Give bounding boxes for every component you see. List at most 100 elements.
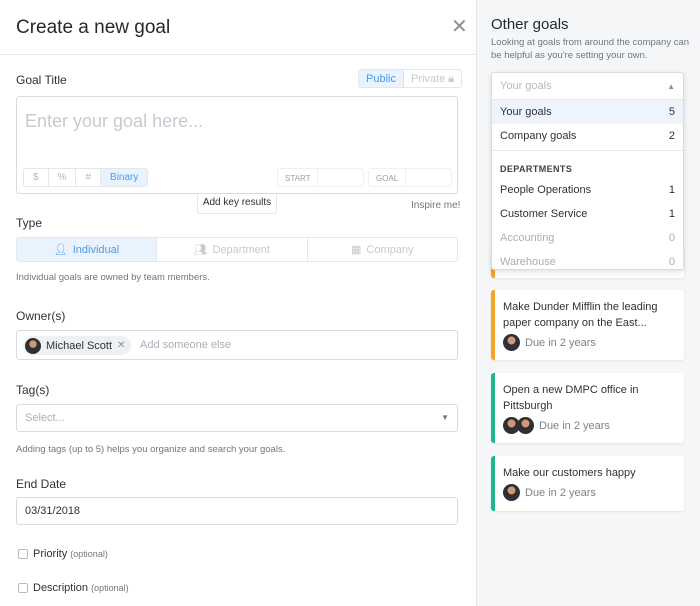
people-icon: 👥︎ [193,244,208,256]
building-icon: ▦ [351,244,362,256]
other-goals-subtitle: Looking at goals from around the company… [491,37,690,61]
option-count: 0 [668,256,675,268]
goal-label: GOAL [369,169,407,186]
add-key-results-button[interactable]: Add key results [197,194,277,214]
goal-due: Due in 2 years [525,336,596,349]
type-company-label: Company [366,243,414,256]
metric-number[interactable]: # [76,169,102,186]
status-bar [491,290,495,360]
goal-title: Make our customers happy [503,467,636,479]
end-date-value: 03/31/2018 [25,505,81,517]
option-accounting[interactable]: Accounting 0 [492,226,683,250]
option-count: 5 [668,106,675,118]
visibility-toggle: Public Private 🔒︎ [358,69,463,88]
description-label: Description (optional) [33,582,129,594]
lock-icon: 🔒︎ [448,73,455,85]
tags-label: Tag(s) [16,383,50,397]
type-department[interactable]: 👥︎ Department [157,238,308,261]
avatar [503,334,520,351]
start-label: START [278,169,319,186]
goal-due: Due in 2 years [525,486,596,499]
option-label: Accounting [500,232,555,244]
tags-help: Adding tags (up to 5) helps you organize… [16,444,286,455]
option-people-operations[interactable]: People Operations 1 [492,178,683,202]
option-label: Customer Service [500,208,588,220]
metric-type-selector: $ % # Binary [23,168,149,187]
type-company[interactable]: ▦ Company [308,238,458,261]
optional-note: (optional) [91,583,129,593]
departments-header: DEPARTMENTS [492,150,683,178]
option-customer-service[interactable]: Customer Service 1 [492,202,683,226]
type-individual-label: Individual [72,243,120,256]
option-label: Company goals [500,130,577,142]
goal-card[interactable]: Open a new DMPC office in Pittsburgh Due… [491,373,684,443]
type-help: Individual goals are owned by team membe… [16,272,210,283]
owners-label: Owner(s) [16,309,66,323]
priority-label: Priority (optional) [33,548,108,560]
option-count: 1 [668,184,675,196]
metric-dollar[interactable]: $ [24,169,49,186]
goal-card[interactable]: Make our customers happy Due in 2 years [491,456,684,511]
option-label: People Operations [500,184,592,196]
goal-placeholder: Enter your goal here... [25,111,204,131]
goals-filter-dropdown: Your goals ▲ Your goals 5 Company goals 2 D… [491,72,684,270]
metric-percent[interactable]: % [49,169,77,186]
owner-name: Michael Scott [46,339,113,352]
end-date-input[interactable]: 03/31/2018 [16,497,458,525]
goals-filter-input[interactable]: Your goals ▲ [492,73,683,100]
end-date-label: End Date [16,477,67,491]
type-department-label: Department [212,243,270,256]
other-goals-title: Other goals [491,16,569,33]
start-input[interactable] [318,169,363,186]
goal-title: Open a new DMPC office in Pittsburgh [503,384,639,412]
create-goal-modal: Create a new goal ✕ Goal Title Public Pr… [0,16,476,594]
option-count: 0 [668,232,675,244]
goal-title-input[interactable]: Enter your goal here... $ % # Binary STA… [16,96,458,194]
avatar [25,337,41,354]
option-count: 1 [668,208,675,220]
inspire-me-link[interactable]: Inspire me! [411,200,461,211]
description-checkbox[interactable] [18,583,28,593]
private-option[interactable]: Private 🔒︎ [404,70,461,87]
owner-chip: Michael Scott ✕ [23,336,132,355]
priority-checkbox[interactable] [18,549,28,559]
goal-input[interactable] [406,169,451,186]
avatar [503,417,520,434]
status-bar [491,456,495,511]
owner-placeholder: Add someone else [140,339,232,351]
priority-text: Priority [33,548,68,560]
start-field[interactable]: START [277,168,365,187]
type-selector: 👤︎ Individual 👥︎ Department ▦ Company [16,237,458,262]
type-label: Type [16,216,43,230]
option-count: 2 [668,130,675,142]
type-individual[interactable]: 👤︎ Individual [17,238,157,261]
person-icon: 👤︎ [53,244,68,256]
goal-title-label: Goal Title [16,73,67,87]
metric-binary[interactable]: Binary [101,169,148,186]
option-warehouse[interactable]: Warehouse 0 [492,250,683,274]
private-label: Private [410,73,446,85]
tags-select[interactable]: Select... ▼ [16,404,458,432]
divider [0,54,476,55]
remove-owner-icon[interactable]: ✕ [117,340,126,351]
public-option[interactable]: Public [359,70,404,87]
chevron-up-icon: ▲ [667,82,675,91]
goal-card[interactable]: Make Dunder Mifflin the leading paper co… [491,290,684,360]
avatar [517,417,534,434]
tags-placeholder: Select... [25,412,65,424]
close-icon[interactable]: ✕ [451,16,468,38]
description-text: Description [33,582,89,594]
filter-placeholder: Your goals [500,80,552,92]
goal-due: Due in 2 years [539,419,610,432]
option-label: Your goals [500,106,552,118]
option-label: Warehouse [500,256,556,268]
goal-field[interactable]: GOAL [368,168,453,187]
owners-input[interactable]: Michael Scott ✕ Add someone else [16,330,458,360]
avatar [503,484,520,501]
page-title: Create a new goal [16,17,171,38]
chevron-down-icon: ▼ [441,413,449,422]
option-company-goals[interactable]: Company goals 2 [492,124,683,148]
goal-title: Make Dunder Mifflin the leading paper co… [503,301,658,329]
status-bar [491,373,495,443]
option-your-goals[interactable]: Your goals 5 [492,100,683,124]
